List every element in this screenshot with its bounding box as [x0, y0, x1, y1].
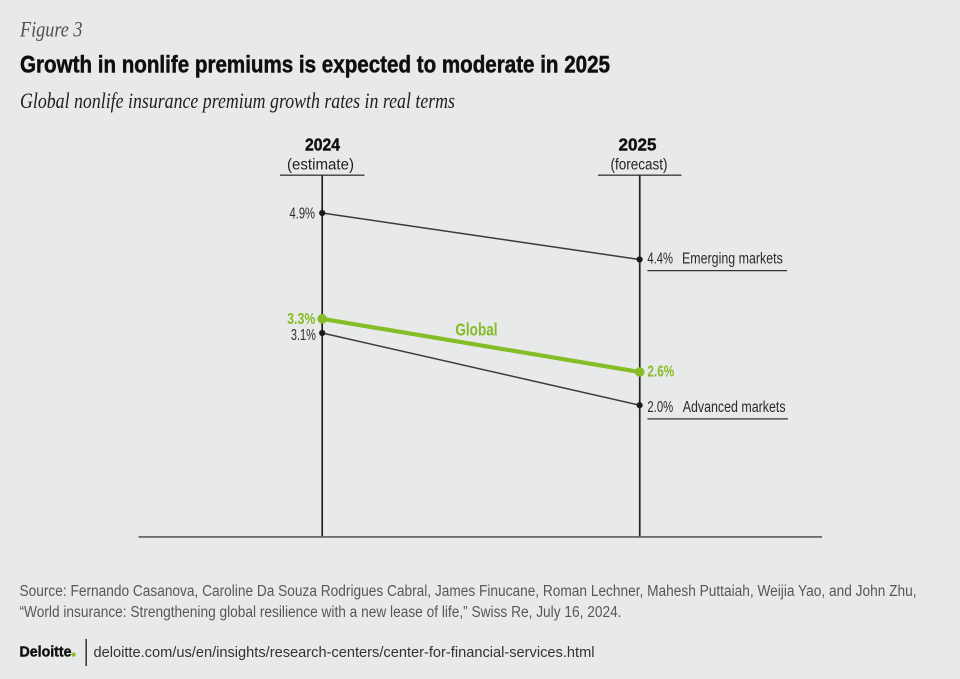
- svg-text:Deloitte: Deloitte: [20, 645, 72, 661]
- svg-text:Growth in nonlife premiums is: Growth in nonlife premiums is expected t…: [20, 51, 610, 78]
- svg-text:4.4%: 4.4%: [647, 250, 673, 267]
- svg-text:Advanced markets: Advanced markets: [683, 399, 786, 416]
- svg-text:2.0%: 2.0%: [647, 399, 673, 416]
- svg-text:4.9%: 4.9%: [290, 206, 316, 223]
- svg-text:2024: 2024: [305, 134, 340, 154]
- svg-text:deloitte.com/us/en/insights/re: deloitte.com/us/en/insights/research-cen…: [94, 644, 595, 661]
- svg-text:(forecast): (forecast): [611, 157, 668, 174]
- svg-text:“World insurance: Strengthenin: “World insurance: Strengthening global r…: [20, 604, 622, 621]
- svg-text:2.6%: 2.6%: [647, 363, 674, 380]
- svg-text:3.3%: 3.3%: [287, 311, 315, 328]
- svg-text:Figure 3: Figure 3: [19, 16, 82, 41]
- svg-text:Emerging markets: Emerging markets: [682, 250, 783, 267]
- svg-text:3.1%: 3.1%: [291, 327, 316, 344]
- svg-text:Global: Global: [455, 320, 497, 340]
- svg-text:Source: Fernando Casanova, Car: Source: Fernando Casanova, Caroline Da S…: [20, 583, 917, 600]
- svg-text:Global nonlife insurance premi: Global nonlife insurance premium growth …: [20, 88, 455, 113]
- svg-text:(estimate): (estimate): [287, 157, 354, 174]
- svg-text:2025: 2025: [619, 134, 657, 154]
